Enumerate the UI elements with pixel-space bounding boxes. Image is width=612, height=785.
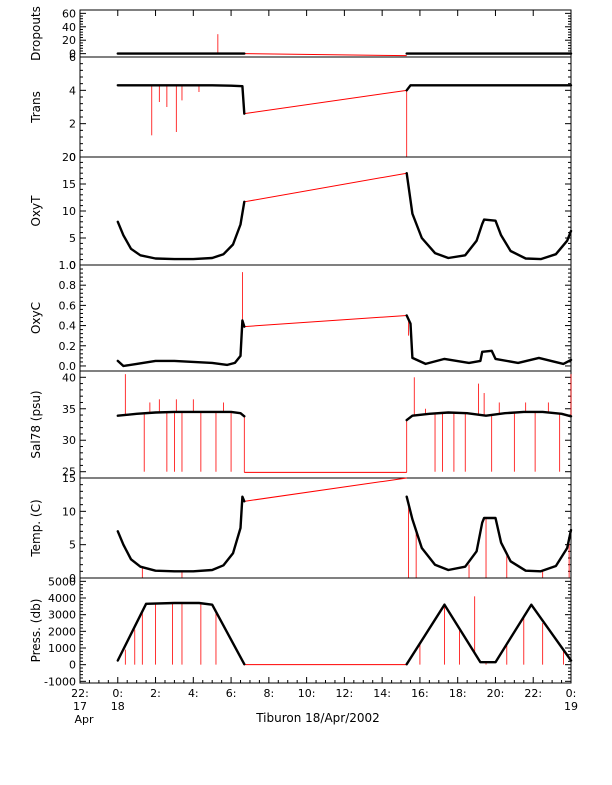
x-tick-label: 12: [336,687,354,700]
y-tick-label: 25 [62,466,76,479]
y-axis-title-oxyc: OxyC [29,302,43,334]
data-series-segment [116,601,246,666]
data-series-segment [116,200,246,261]
panel-frame [79,370,572,479]
panel-frame [79,156,572,266]
y-tick-label: 30 [62,434,76,447]
data-series-segment [405,603,573,666]
y-tick-label: 60 [62,7,76,20]
y-tick-label: -1000 [44,675,76,688]
y-axis-title-salinity: Sal78 (psu) [29,390,43,458]
y-tick-label: 4 [69,84,76,97]
data-series-segment [405,410,573,422]
panel-frame [79,56,572,158]
y-tick-label: 0.4 [59,320,77,333]
y-tick-label: 20 [62,151,76,164]
y-tick-label: 0.6 [59,299,77,312]
y-tick-label: 6 [69,51,76,64]
x-tick-label: 14: [373,687,391,700]
x-tick-label: 22: [71,687,89,700]
y-tick-label: 0 [69,48,76,61]
x-tick-label: 10: [298,687,316,700]
gap-connector [244,53,407,57]
x-tick-label: 2: [150,687,161,700]
data-series-segment [405,84,573,92]
y-axis-title-temperature: Temp. (C) [29,499,43,557]
data-series-segment [116,84,246,115]
y-axis-title-dropouts: Dropouts [29,6,43,61]
gap-connector [244,477,407,502]
y-tick-label: 40 [62,371,76,384]
data-series-segment [405,171,573,261]
y-axis-title-pressure: Press. (db) [29,599,43,663]
y-tick-label: 5 [69,539,76,552]
y-axis-title-oxyt: OxyT [29,195,43,227]
panel-pressure: -1000 0 1000 2000 3000 4000 5000 Press. (db) [29,575,573,688]
y-tick-label: 20 [62,34,76,47]
data-series-segment [405,495,573,573]
y-tick-label: 0 [69,151,76,164]
y-tick-label: 0 [69,259,76,272]
x-tick-label: 0: [566,687,577,700]
panel-salinity: 25 30 35 40 Sal78 (psu) [29,370,573,479]
x-tick-label: 0: [112,687,123,700]
x-tick-label: 22: [524,687,542,700]
x-tick-label: 18 [111,700,125,713]
panel-temperature: 0 5 10 15 Temp. (C) [29,472,573,585]
gap-connector [244,89,407,115]
panel-frame [79,9,572,58]
y-tick-label: 0 [69,659,76,672]
data-series-segment [116,410,246,418]
panel-frame [79,264,572,372]
y-tick-label: 0.2 [59,340,77,353]
data-series-segment [116,495,246,573]
y-axis-title-trans: Trans [29,91,43,124]
x-tick-label: 18: [449,687,467,700]
y-tick-label: 5 [69,232,76,245]
y-tick-label: 15 [62,472,76,485]
panel-oxyc: 0.0 0.2 0.4 0.6 0.8 1.0 OxyC [29,259,573,373]
panel-trans: 0 2 4 6 Trans [29,51,573,164]
y-tick-label: 1.0 [59,259,77,272]
y-tick-label: 2000 [48,625,76,638]
y-tick-label: 0.0 [59,360,77,373]
y-tick-label: 10 [62,505,76,518]
y-tick-label: 10 [62,205,76,218]
y-tick-label: 15 [62,178,76,191]
gap-connector [244,172,407,203]
x-tick-label: 19 [564,700,578,713]
data-series-segment [116,319,246,368]
y-tick-label: 40 [62,21,76,34]
x-tick-label: Apr [74,713,94,726]
x-tick-label: 4: [188,687,199,700]
y-tick-label: 3000 [48,609,76,622]
y-tick-label: 0.8 [59,279,77,292]
x-tick-label: 16: [411,687,429,700]
gap-connector [244,314,407,328]
x-tick-label: 6: [226,687,237,700]
y-tick-label: 0 [69,572,76,585]
panel-frame [79,577,572,684]
y-tick-label: 2 [69,118,76,131]
x-tick-label: 20: [487,687,505,700]
y-tick-label: 5000 [48,575,76,588]
x-tick-label: 17 [73,700,87,713]
y-tick-label: 35 [62,403,76,416]
y-tick-label: 1000 [48,642,76,655]
y-tick-label: 4000 [48,592,76,605]
panel-oxyt: 0 5 10 15 20 OxyT [29,151,573,272]
x-tick-label: 8: [263,687,274,700]
chart-panels: 0204060Dropouts0246Trans05101520OxyT0.00… [29,6,573,688]
chart-caption: Tiburon 18/Apr/2002 [255,711,380,725]
data-series-segment [405,314,573,366]
